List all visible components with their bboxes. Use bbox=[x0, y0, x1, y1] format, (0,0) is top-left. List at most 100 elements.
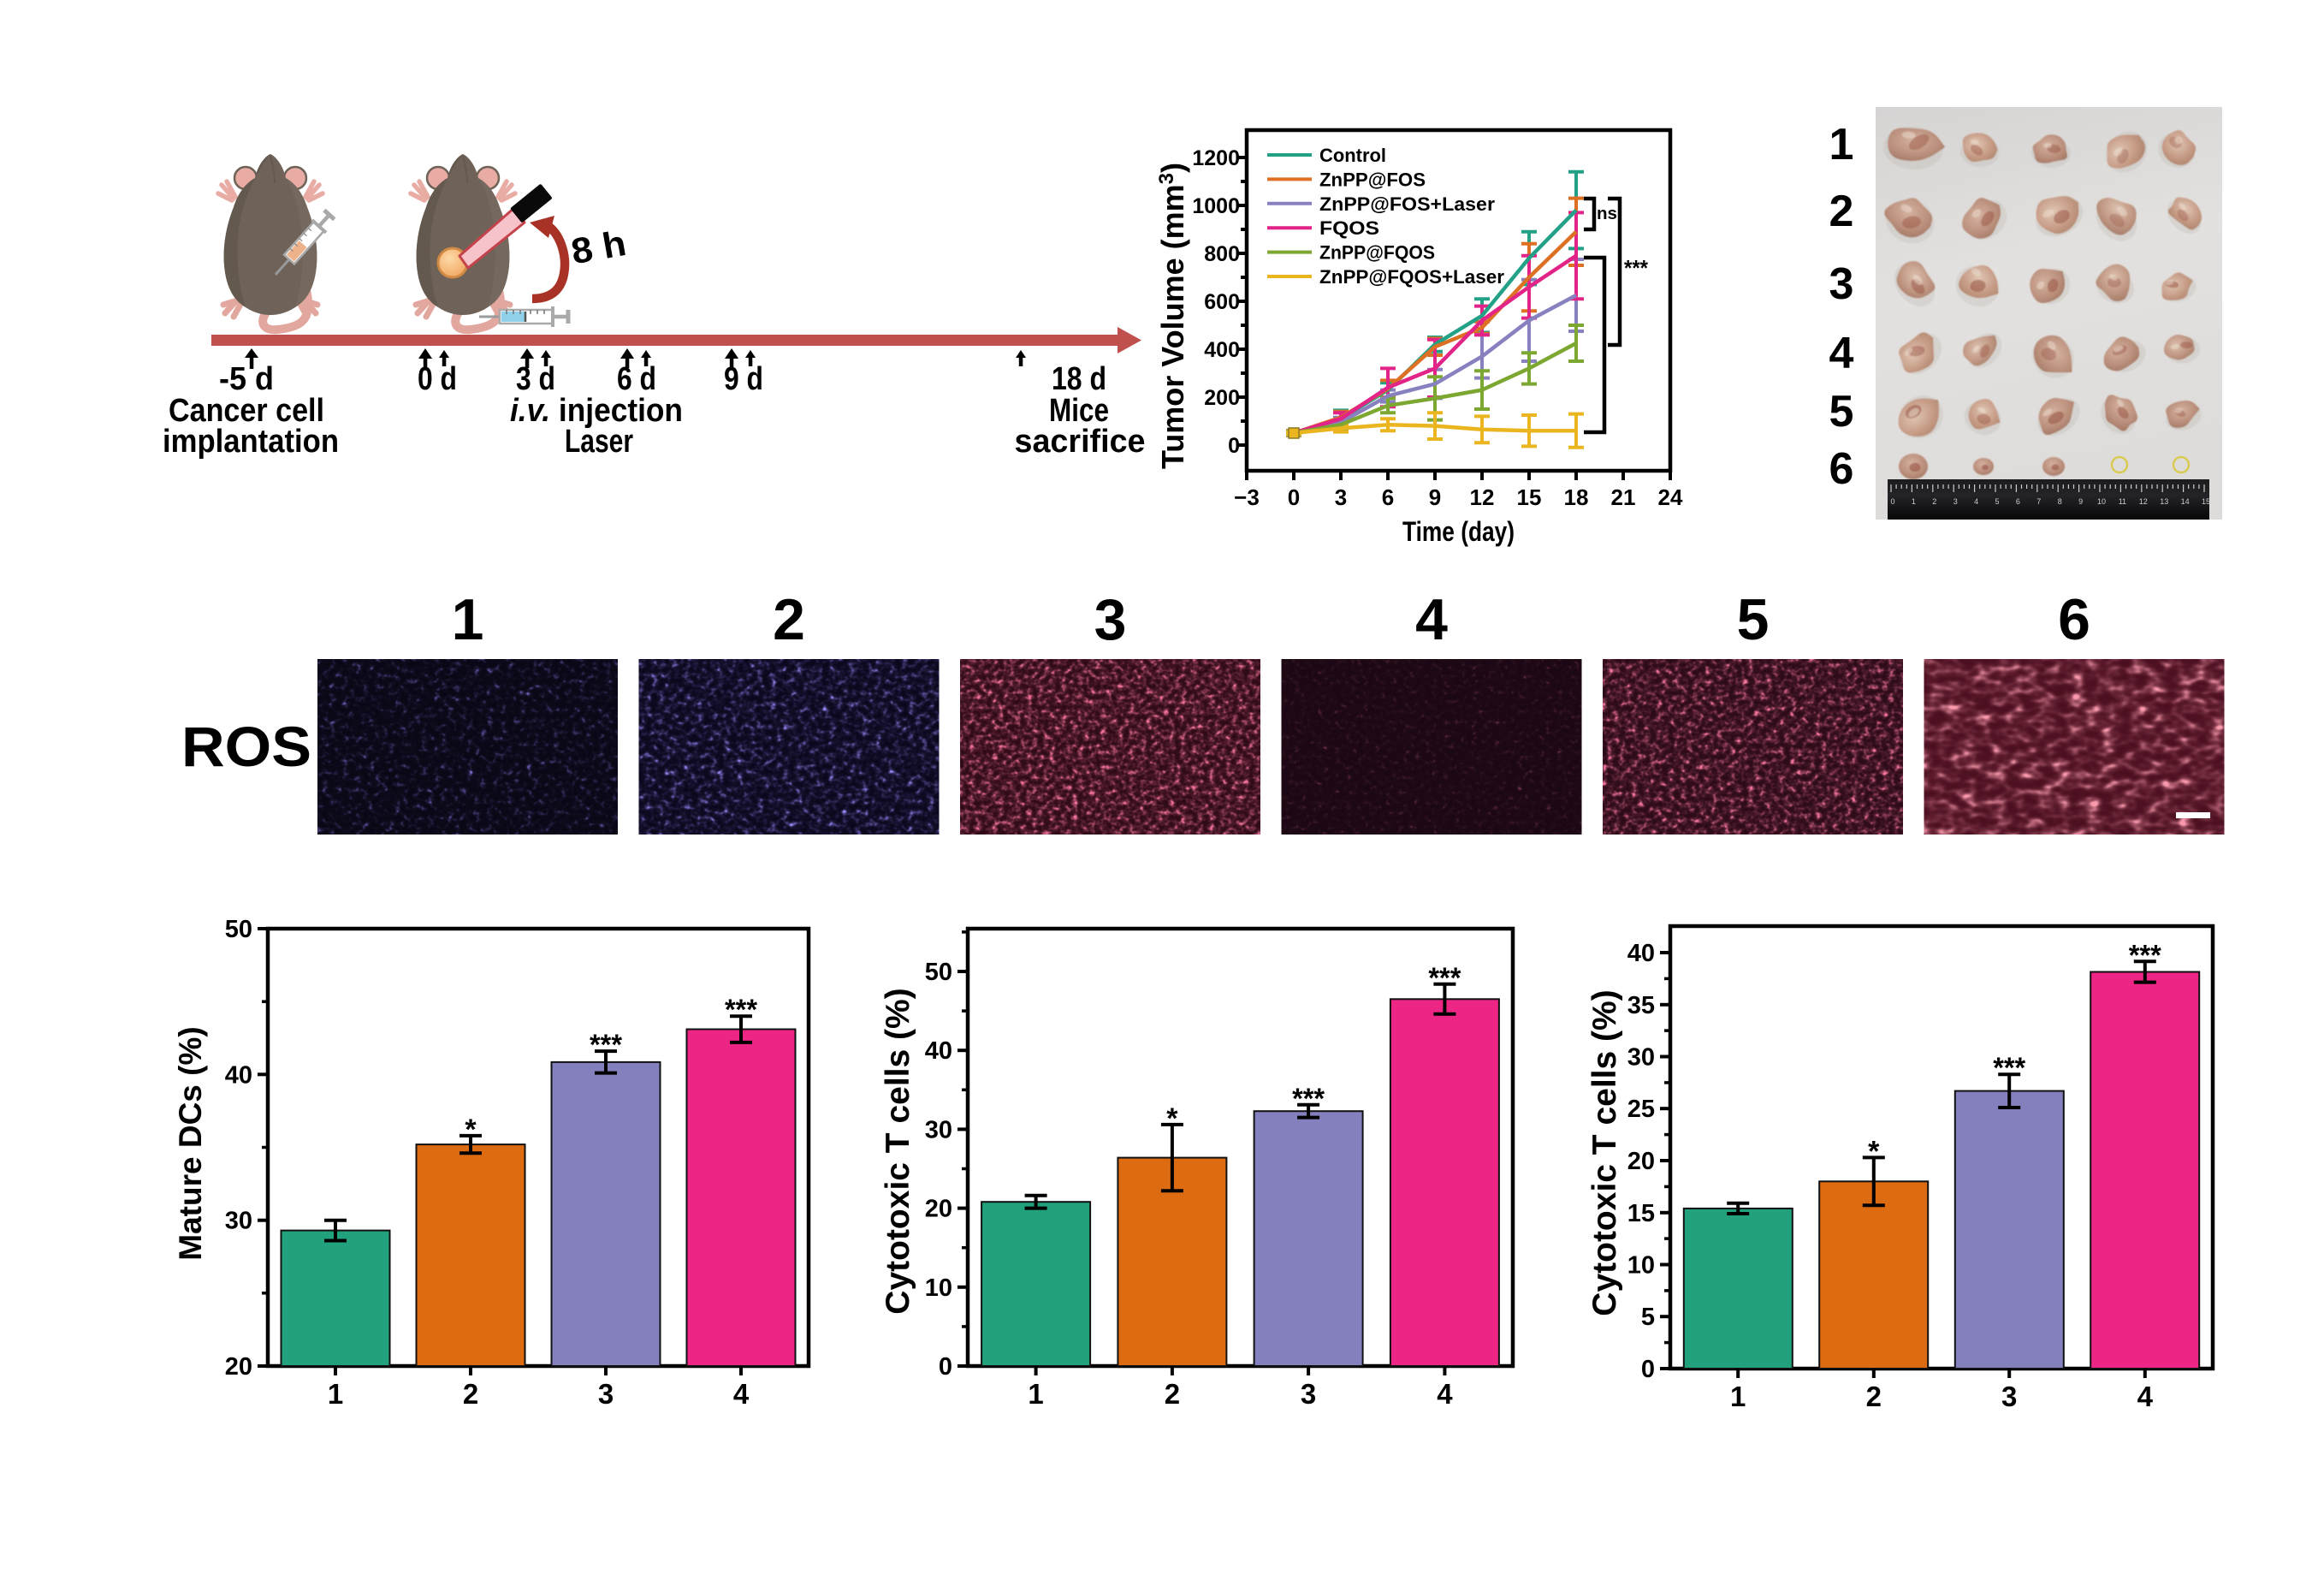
svg-text:ZnPP@FOS: ZnPP@FOS bbox=[1319, 169, 1426, 190]
svg-text:30: 30 bbox=[1627, 1044, 1655, 1072]
svg-text:4: 4 bbox=[1829, 329, 1854, 378]
svg-text:12: 12 bbox=[1470, 484, 1495, 510]
svg-text:11: 11 bbox=[2119, 497, 2126, 506]
svg-text:3 d: 3 d bbox=[516, 361, 555, 397]
svg-text:8: 8 bbox=[2058, 497, 2062, 506]
svg-text:21: 21 bbox=[1611, 484, 1636, 510]
svg-text:***: *** bbox=[1624, 255, 1649, 281]
svg-text:5: 5 bbox=[1829, 387, 1854, 437]
svg-text:9 d: 9 d bbox=[724, 361, 763, 397]
svg-text:3: 3 bbox=[1094, 587, 1127, 652]
svg-text:50: 50 bbox=[225, 916, 252, 943]
svg-text:Cytotoxic T cells (%): Cytotoxic T cells (%) bbox=[1586, 989, 1623, 1316]
svg-text:6: 6 bbox=[1382, 484, 1394, 510]
svg-text:6: 6 bbox=[1829, 444, 1854, 494]
svg-text:***: *** bbox=[1993, 1052, 2026, 1084]
svg-text:*: * bbox=[465, 1114, 477, 1146]
svg-text:ZnPP@FOS+Laser: ZnPP@FOS+Laser bbox=[1319, 193, 1495, 215]
svg-text:−3: −3 bbox=[1234, 484, 1260, 510]
svg-text:24: 24 bbox=[1658, 484, 1683, 510]
svg-text:5: 5 bbox=[1737, 587, 1770, 652]
svg-text:i.v. injection: i.v. injection bbox=[510, 393, 683, 429]
svg-text:13: 13 bbox=[2160, 497, 2168, 506]
svg-text:7: 7 bbox=[2036, 497, 2041, 506]
svg-text:8 h: 8 h bbox=[568, 223, 629, 271]
svg-text:3: 3 bbox=[598, 1378, 614, 1410]
svg-text:600: 600 bbox=[1204, 290, 1240, 314]
svg-text:FQOS: FQOS bbox=[1319, 217, 1379, 239]
svg-text:18: 18 bbox=[1564, 484, 1589, 510]
svg-text:40: 40 bbox=[225, 1061, 252, 1089]
svg-text:Cytotoxic T cells (%): Cytotoxic T cells (%) bbox=[880, 988, 916, 1314]
svg-text:Tumor Volume (mm3): Tumor Volume (mm3) bbox=[1155, 163, 1190, 469]
svg-text:0: 0 bbox=[939, 1353, 952, 1381]
svg-text:15: 15 bbox=[1627, 1200, 1655, 1227]
svg-text:1: 1 bbox=[1028, 1378, 1043, 1410]
svg-text:3: 3 bbox=[2001, 1381, 2017, 1412]
svg-text:15: 15 bbox=[2202, 497, 2210, 506]
svg-text:1: 1 bbox=[328, 1378, 343, 1410]
svg-text:***: *** bbox=[725, 994, 758, 1026]
svg-text:1: 1 bbox=[1730, 1381, 1746, 1412]
svg-text:3: 3 bbox=[1301, 1378, 1316, 1410]
svg-text:ns: ns bbox=[1597, 205, 1617, 223]
svg-text:25: 25 bbox=[1627, 1096, 1655, 1123]
svg-text:Mice: Mice bbox=[1049, 393, 1109, 429]
svg-text:3: 3 bbox=[1953, 497, 1958, 506]
svg-text:Time (day): Time (day) bbox=[1402, 516, 1515, 547]
svg-text:2: 2 bbox=[463, 1378, 478, 1410]
svg-text:-5 d: -5 d bbox=[219, 361, 274, 397]
svg-text:***: *** bbox=[2129, 939, 2162, 971]
svg-text:0: 0 bbox=[1890, 497, 1894, 506]
svg-text:Control: Control bbox=[1319, 145, 1386, 166]
svg-text:15: 15 bbox=[1517, 484, 1542, 510]
svg-text:50: 50 bbox=[925, 959, 952, 986]
svg-text:implantation: implantation bbox=[163, 424, 339, 460]
svg-text:30: 30 bbox=[925, 1116, 952, 1143]
svg-text:Cancer cell: Cancer cell bbox=[169, 393, 324, 429]
svg-text:9: 9 bbox=[2078, 497, 2083, 506]
svg-text:1: 1 bbox=[1829, 120, 1854, 169]
svg-text:18 d: 18 d bbox=[1052, 361, 1106, 397]
svg-text:2: 2 bbox=[1829, 187, 1854, 236]
svg-text:Laser: Laser bbox=[565, 424, 633, 460]
svg-text:ZnPP@FQOS: ZnPP@FQOS bbox=[1319, 242, 1435, 264]
svg-text:3: 3 bbox=[1829, 259, 1854, 309]
svg-text:1: 1 bbox=[1912, 497, 1916, 506]
svg-text:2: 2 bbox=[1932, 497, 1936, 506]
svg-text:4: 4 bbox=[733, 1378, 750, 1410]
svg-text:2: 2 bbox=[1165, 1378, 1180, 1410]
svg-text:10: 10 bbox=[1627, 1252, 1655, 1280]
svg-text:ROS: ROS bbox=[181, 715, 311, 778]
svg-text:10: 10 bbox=[925, 1274, 952, 1302]
svg-text:*: * bbox=[1868, 1135, 1880, 1167]
svg-text:3: 3 bbox=[1335, 484, 1347, 510]
svg-text:0: 0 bbox=[1641, 1356, 1655, 1383]
svg-text:6: 6 bbox=[2058, 587, 2090, 652]
svg-text:12: 12 bbox=[2139, 497, 2148, 506]
svg-text:10: 10 bbox=[2097, 497, 2106, 506]
svg-text:40: 40 bbox=[1627, 940, 1655, 967]
svg-text:1: 1 bbox=[452, 587, 484, 652]
svg-text:9: 9 bbox=[1429, 484, 1441, 510]
svg-text:4: 4 bbox=[2137, 1381, 2154, 1412]
svg-text:40: 40 bbox=[925, 1037, 952, 1065]
svg-text:20: 20 bbox=[1627, 1148, 1655, 1175]
svg-text:***: *** bbox=[1292, 1083, 1325, 1115]
svg-text:6 d: 6 d bbox=[617, 361, 656, 397]
svg-text:ZnPP@FQOS+Laser: ZnPP@FQOS+Laser bbox=[1319, 266, 1504, 288]
svg-text:14: 14 bbox=[2181, 497, 2190, 506]
svg-text:4: 4 bbox=[1974, 497, 1978, 506]
svg-text:800: 800 bbox=[1204, 242, 1240, 266]
svg-text:*: * bbox=[1166, 1102, 1178, 1135]
svg-text:0: 0 bbox=[1288, 484, 1300, 510]
svg-text:6: 6 bbox=[2016, 497, 2020, 506]
svg-text:2: 2 bbox=[773, 587, 805, 652]
svg-text:200: 200 bbox=[1204, 386, 1240, 410]
svg-text:0 d: 0 d bbox=[418, 361, 457, 397]
svg-text:sacrifice: sacrifice bbox=[1015, 424, 1146, 460]
svg-text:***: *** bbox=[590, 1029, 623, 1061]
svg-text:5: 5 bbox=[1995, 497, 1999, 506]
svg-text:1200: 1200 bbox=[1192, 146, 1240, 170]
svg-text:1000: 1000 bbox=[1192, 194, 1240, 218]
